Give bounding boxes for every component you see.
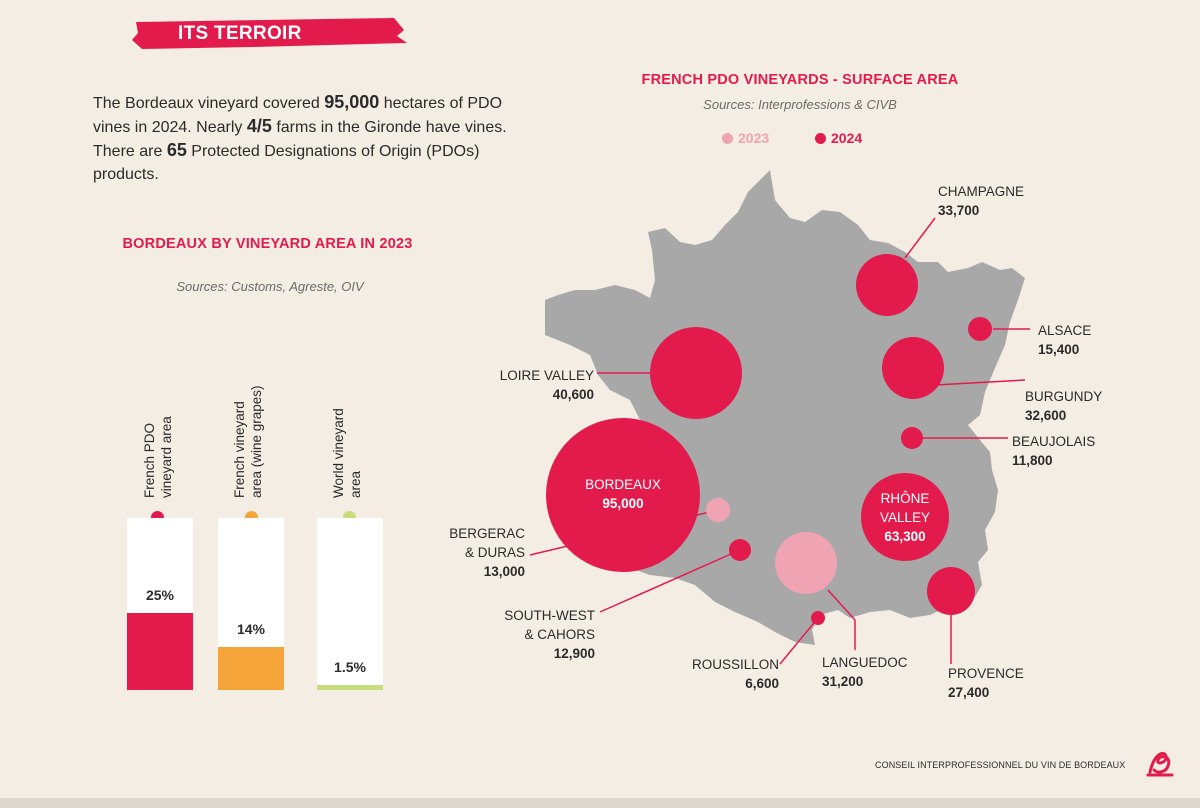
legend-2023: 2023 <box>722 130 769 146</box>
map-chart-source: Sources: Interprofessions & CIVB <box>703 97 897 112</box>
label-bordeaux: BORDEAUX 95,000 <box>585 477 661 511</box>
bar-value-world: 1.5% <box>334 659 366 675</box>
intro-text: The Bordeaux vineyard covered 95,000 hec… <box>93 92 507 183</box>
bubble-provence <box>927 567 975 615</box>
map-chart-title: FRENCH PDO VINEYARDS - SURFACE AREA <box>641 72 959 88</box>
bar-chart-source: Sources: Customs, Agreste, OIV <box>176 279 364 294</box>
bar-value-pdo: 25% <box>145 587 175 603</box>
bubble-southwest <box>729 539 751 561</box>
bubble-champagne <box>856 254 918 316</box>
label-bergerac: BERGERAC & DURAS 13,000 <box>449 526 525 579</box>
line-champagne <box>904 217 936 259</box>
label-champagne: CHAMPAGNE 33,700 <box>938 184 1025 218</box>
bar-value-french: 14% <box>236 621 266 637</box>
bubble-beaujolais <box>901 427 923 449</box>
legend-dot-2024 <box>815 133 826 144</box>
stat-pdos: 65 <box>166 140 187 160</box>
legend-2024: 2024 <box>815 130 862 146</box>
bubble-bordeaux <box>546 418 700 572</box>
bar-column-world <box>317 518 383 690</box>
bar-chart-title: BORDEAUX BY VINEYARD AREA IN 2023 <box>122 236 413 252</box>
label-provence: PROVENCE 27,400 <box>948 666 1024 700</box>
bubble-bergerac <box>706 498 730 522</box>
label-rhone: RHÔNE VALLEY 63,300 <box>879 491 931 544</box>
line-languedoc <box>827 589 856 621</box>
logo-icon <box>1146 751 1174 777</box>
brush-banner-shape <box>132 18 407 49</box>
stat-farms: 4/5 <box>246 116 272 136</box>
bubble-loire <box>650 327 742 419</box>
bar-fill-french <box>218 647 284 690</box>
bubble-roussillon <box>811 611 825 625</box>
bubble-rhone <box>861 473 949 561</box>
label-beaujolais: BEAUJOLAIS 11,800 <box>1012 434 1096 468</box>
label-alsace: ALSACE 15,400 <box>1038 323 1092 357</box>
bar-fill-world <box>317 685 383 690</box>
line-roussillon <box>779 617 819 665</box>
label-southwest: SOUTH-WEST & CAHORS 12,900 <box>504 608 595 661</box>
bottom-bar <box>0 798 1200 808</box>
bar-fill-pdo <box>127 613 193 690</box>
bar-column-pdo <box>127 518 193 690</box>
stat-hectares: 95,000 <box>324 92 380 112</box>
label-roussillon: ROUSSILLON 6,600 <box>691 657 779 691</box>
section-banner: ITS TERROIR <box>132 16 407 50</box>
label-loire: LOIRE VALLEY 40,600 <box>499 368 594 402</box>
section-title: ITS TERROIR <box>178 23 302 44</box>
label-burgundy: BURGUNDY 32,600 <box>1025 389 1103 423</box>
legend-dot-2023 <box>722 133 733 144</box>
bubble-languedoc <box>775 532 837 594</box>
line-southwest <box>599 549 741 613</box>
line-burgundy <box>934 379 1026 386</box>
bubble-alsace <box>968 317 992 341</box>
bar-column-french <box>218 518 284 690</box>
footer-organization: CONSEIL INTERPROFESSIONNEL DU VIN DE BOR… <box>875 760 1126 770</box>
label-languedoc: LANGUEDOC 31,200 <box>822 655 908 689</box>
bubble-burgundy <box>882 337 944 399</box>
